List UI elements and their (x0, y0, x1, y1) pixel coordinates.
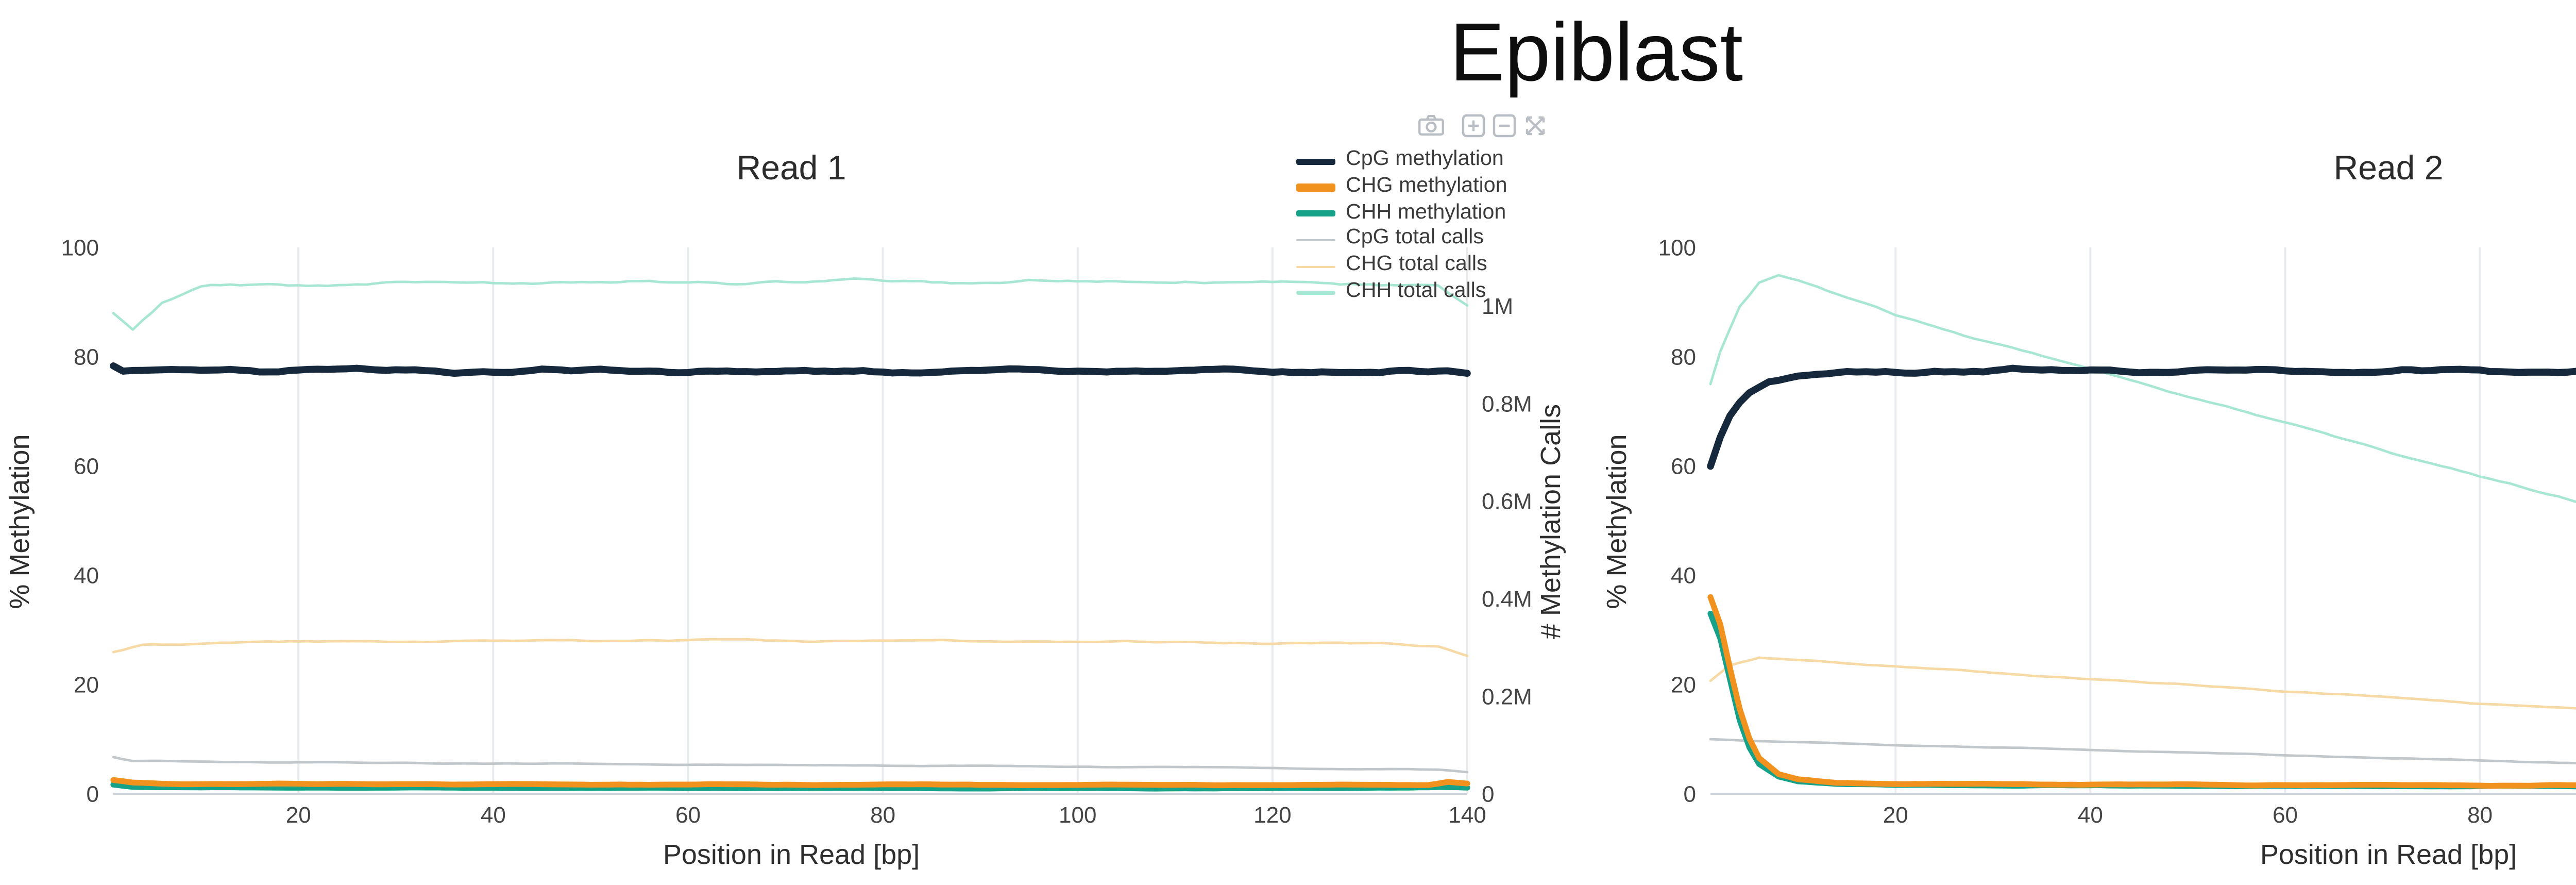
legend-item-label: CHH total calls (1346, 280, 1486, 303)
x-tick-label: 40 (481, 803, 506, 828)
series-chg-methylation (110, 777, 1470, 789)
legend-item[interactable]: CHH total calls (1296, 280, 1507, 304)
chart-title: Read 2 (2334, 148, 2444, 187)
legend-item-label: CHG methylation (1346, 175, 1507, 198)
legend-item-label: CpG total calls (1346, 227, 1484, 251)
y-left-tick-label: 0 (1684, 782, 1696, 807)
legend-swatch (1296, 291, 1335, 295)
camera-icon[interactable] (1416, 111, 1447, 138)
series-chg-methylation (1707, 594, 2576, 789)
y-left-tick-label: 100 (1658, 236, 1696, 261)
legend-item[interactable]: CpG methylation (1296, 148, 1507, 172)
legend-item[interactable]: CHG methylation (1296, 175, 1507, 198)
legend-item[interactable]: CpG total calls (1296, 227, 1507, 251)
x-tick-label: 20 (286, 803, 311, 828)
series-cpg-total-calls (112, 756, 1469, 774)
autoscale-icon[interactable] (1519, 111, 1550, 138)
x-tick-label: 80 (870, 803, 895, 828)
y-right-tick-label: 0 (1482, 782, 1494, 807)
page-title: Epiblast (1449, 8, 1743, 99)
x-tick-label: 80 (2467, 803, 2493, 828)
legend-item-label: CpG methylation (1346, 148, 1504, 172)
read1-plot[interactable]: Read 1 Position in Read [bp] % Methylati… (0, 103, 1597, 876)
y-left-tick-label: 20 (1671, 673, 1696, 698)
y-left-tick-label: 60 (74, 454, 99, 479)
y-left-axis-title: % Methylation (1601, 434, 1632, 609)
y-left-tick-label: 20 (74, 673, 99, 698)
x-tick-label: 120 (1253, 803, 1291, 828)
y-right-tick-label: 0.8M (1482, 391, 1532, 416)
plot-area: 2040608010012014002040608010000.2M0.4M0.… (1658, 236, 2576, 828)
series-chg-total-calls (112, 638, 1469, 657)
read2-plot[interactable]: Read 2 Position in Read [bp] % Methylati… (1597, 103, 2576, 876)
series-cpg-methylation (1707, 364, 2576, 470)
legend-item[interactable]: CHG total calls (1296, 254, 1507, 278)
series-chh-methylation (110, 781, 1470, 792)
x-tick-label: 40 (2078, 803, 2103, 828)
zoom-out-icon[interactable] (1488, 111, 1519, 138)
x-tick-label: 140 (1448, 803, 1486, 828)
chart-title: Read 1 (737, 148, 846, 187)
y-left-axis-title: % Methylation (4, 434, 35, 609)
y-right-tick-label: 0.2M (1482, 684, 1532, 709)
series-cpg-methylation (110, 362, 1471, 377)
legend-swatch (1296, 210, 1335, 218)
x-axis-title: Position in Read [bp] (2260, 839, 2517, 870)
legend: CpG methylation CHG methylation CHH methyl… (1296, 148, 1507, 304)
modebar (1416, 111, 1550, 138)
series-cpg-total-calls (1709, 738, 2576, 765)
x-axis-title: Position in Read [bp] (663, 839, 920, 870)
legend-swatch (1296, 265, 1335, 269)
zoom-in-icon[interactable] (1457, 111, 1488, 138)
y-left-tick-label: 80 (74, 345, 99, 370)
y-left-tick-label: 40 (1671, 563, 1696, 589)
x-tick-label: 60 (2273, 803, 2298, 828)
y-left-tick-label: 0 (87, 782, 99, 807)
legend-item-label: CHH methylation (1346, 201, 1506, 224)
y-left-tick-label: 100 (61, 236, 99, 261)
series-chh-total-calls (112, 277, 1469, 331)
read2-chart: Read 2 Position in Read [bp] % Methylati… (1597, 103, 2576, 884)
legend-swatch (1296, 239, 1335, 242)
legend-swatch (1296, 184, 1335, 191)
y-left-tick-label: 80 (1671, 345, 1696, 370)
y-right-tick-label: 1M (1482, 294, 1513, 319)
y-right-tick-label: 0.6M (1482, 489, 1532, 514)
legend-item-label: CHG total calls (1346, 254, 1487, 277)
series-chg-total-calls (1709, 656, 2576, 710)
y-right-axis-title: # Methylation Calls (1535, 404, 1566, 639)
y-left-tick-label: 60 (1671, 454, 1696, 479)
x-tick-label: 60 (675, 803, 701, 828)
legend-swatch (1296, 158, 1335, 165)
series-chh-total-calls (1709, 274, 2576, 504)
legend-item[interactable]: CHH methylation (1296, 201, 1507, 225)
x-tick-label: 20 (1883, 803, 1908, 828)
y-right-tick-label: 0.4M (1482, 587, 1532, 612)
read1-chart: Read 1 Position in Read [bp] % Methylati… (0, 103, 1597, 884)
y-left-tick-label: 40 (74, 563, 99, 589)
x-tick-label: 100 (1059, 803, 1096, 828)
